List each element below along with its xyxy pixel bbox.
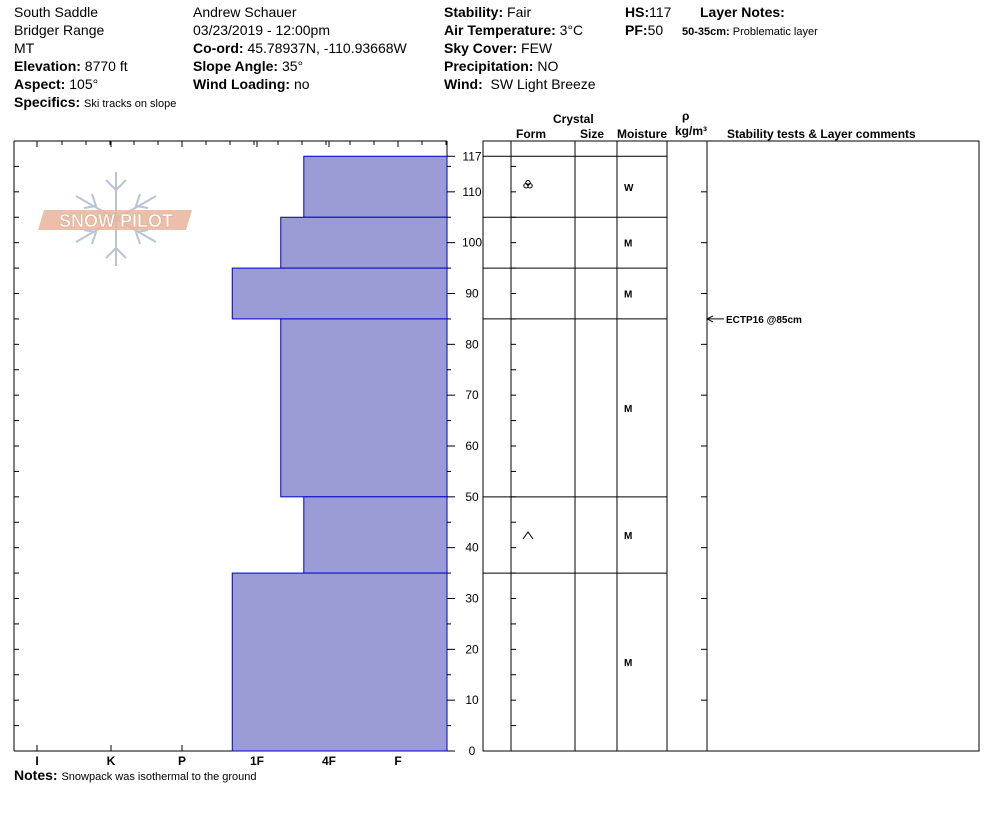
density-rho-header: ρ <box>682 109 690 123</box>
depth-tick-label: 90 <box>465 287 479 301</box>
hardness-bar <box>231 267 448 320</box>
precipitation-field: Precipitation: NO <box>444 57 558 75</box>
aspect-field: Aspect: 105° <box>14 75 98 93</box>
stability-field: Stability: Fair <box>444 3 531 21</box>
slope-value: 35° <box>281 58 304 74</box>
stability-value: Fair <box>507 4 532 20</box>
specifics-label: Specifics: <box>14 94 81 110</box>
density-unit-header: kg/m³ <box>675 124 708 138</box>
hardness-bar <box>280 216 448 269</box>
wind-loading-value: no <box>293 76 310 92</box>
hs-label: HS: <box>625 4 650 20</box>
layer-note-text: Problematic layer <box>732 26 818 38</box>
hardness-tick-label: 4F <box>322 754 336 768</box>
notes-value: Snowpack was isothermal to the ground <box>61 771 257 783</box>
observation-datetime: 03/23/2019 - 12:00pm <box>193 22 330 38</box>
observer-name: Andrew Schauer <box>193 4 297 20</box>
form-header: Form <box>516 127 546 141</box>
wind-label: Wind: <box>444 76 483 92</box>
hs-value: 117 <box>649 4 672 20</box>
wind-value: SW Light Breeze <box>490 76 596 92</box>
air-temp-value: 3°C <box>559 22 584 38</box>
sky-cover-field: Sky Cover: FEW <box>444 39 552 57</box>
layer-table-frame <box>482 140 980 752</box>
hardness-bar <box>303 155 448 218</box>
depth-tick-label: 10 <box>465 693 479 707</box>
pf-field: PF:50 <box>625 21 663 39</box>
depth-hoar-icon <box>522 531 534 540</box>
sky-label: Sky Cover: <box>444 40 518 56</box>
depth-tick-label: 0 <box>469 744 476 758</box>
melt-forms-icon <box>525 180 531 186</box>
pf-label: PF: <box>625 22 648 38</box>
hardness-tick-label: 1F <box>250 754 264 768</box>
air-temperature-field: Air Temperature: 3°C <box>444 21 583 39</box>
hardness-tick-label: P <box>178 754 186 768</box>
aspect-value: 105° <box>69 76 99 92</box>
depth-tick-label: 70 <box>465 388 479 402</box>
wind-field: Wind: SW Light Breeze <box>444 75 596 93</box>
state: MT <box>14 40 35 56</box>
stability-test-label: ECTP16 @85cm <box>726 315 802 326</box>
location-name: South Saddle <box>14 4 99 20</box>
depth-tick-label: 110 <box>462 185 481 199</box>
precip-value: NO <box>537 58 559 74</box>
hardness-tick-label: K <box>107 754 116 768</box>
notes-field: Notes: Snowpack was isothermal to the gr… <box>14 766 257 786</box>
moisture-label: M <box>624 658 632 669</box>
layer-note-range: 50-35cm: <box>682 26 730 38</box>
aspect-label: Aspect: <box>14 76 66 92</box>
hs-field: HS:117 <box>625 3 671 21</box>
snowpilot-logo: SNOW PILOT <box>38 172 192 266</box>
elevation-field: Elevation: 8770 ft <box>14 57 128 75</box>
depth-tick-label: 60 <box>465 439 479 453</box>
wind-loading-field: Wind Loading: no <box>193 75 310 93</box>
slope-angle-field: Slope Angle: 35° <box>193 57 303 75</box>
depth-tick-label: 50 <box>465 490 479 504</box>
layer-note-line: 50-35cm: Problematic layer <box>682 23 818 41</box>
specifics-value: Ski tracks on slope <box>84 98 177 110</box>
precip-label: Precipitation: <box>444 58 534 74</box>
moisture-label: W <box>624 183 634 194</box>
depth-tick-label: 80 <box>465 337 479 351</box>
depth-tick-label: 40 <box>465 541 479 555</box>
moisture-label: M <box>624 531 632 542</box>
moisture-label: M <box>624 404 632 415</box>
sky-value: FEW <box>521 40 553 56</box>
layer-notes-label: Layer Notes: <box>700 4 785 20</box>
depth-tick-label: 100 <box>462 236 482 250</box>
depth-tick-label: 30 <box>465 592 479 606</box>
coord-value: 45.78937N, -110.93668W <box>247 40 407 56</box>
moisture-label: M <box>624 239 632 250</box>
moisture-label: M <box>624 290 632 301</box>
wind-loading-label: Wind Loading: <box>193 76 291 92</box>
crystal-header: Crystal <box>553 112 594 126</box>
notes-label: Notes: <box>14 767 58 783</box>
coord-label: Co-ord: <box>193 40 244 56</box>
mountain-range: Bridger Range <box>14 22 105 38</box>
logo-text: SNOW PILOT <box>59 211 173 231</box>
size-header: Size <box>580 127 605 141</box>
coordinates-field: Co-ord: 45.78937N, -110.93668W <box>193 39 407 57</box>
stability-comments-header: Stability tests & Layer comments <box>727 127 916 141</box>
hardness-tick-label: F <box>394 754 401 768</box>
hardness-tick-label: I <box>35 754 38 768</box>
depth-tick-label: 117 <box>462 149 481 163</box>
hardness-bar <box>231 572 448 752</box>
hardness-bar <box>280 318 448 498</box>
slope-label: Slope Angle: <box>193 58 279 74</box>
moisture-header: Moisture <box>617 127 668 141</box>
elevation-value: 8770 ft <box>84 58 128 74</box>
elevation-label: Elevation: <box>14 58 81 74</box>
stability-test-arrow-icon <box>705 315 714 323</box>
hardness-bar <box>303 496 448 574</box>
depth-tick-label: 20 <box>465 642 479 656</box>
stability-label: Stability: <box>444 4 504 20</box>
pf-value: 50 <box>647 22 664 38</box>
air-temp-label: Air Temperature: <box>444 22 556 38</box>
specifics-field: Specifics: Ski tracks on slope <box>14 93 176 113</box>
